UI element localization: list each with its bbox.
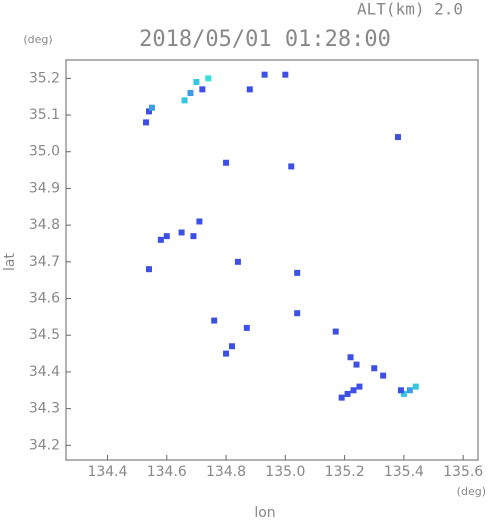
echo-point	[353, 361, 360, 368]
y-tick-label: 34.6	[29, 291, 60, 307]
echo-point	[193, 79, 200, 86]
echo-point	[294, 310, 301, 317]
x-tick-label: 134.4	[87, 464, 127, 480]
echo-point	[181, 97, 188, 104]
x-tick-label: 134.8	[206, 464, 246, 480]
echo-point	[199, 86, 206, 93]
x-unit: (deg)	[457, 485, 486, 498]
echo-point	[338, 394, 345, 401]
echo-point	[380, 372, 387, 379]
echo-point	[234, 258, 241, 265]
echo-point	[178, 229, 185, 236]
echo-point	[371, 365, 378, 372]
y-tick-label: 34.8	[29, 217, 60, 233]
echo-point	[145, 108, 152, 115]
y-tick-label: 34.9	[29, 180, 60, 196]
x-label: lon	[254, 505, 275, 521]
echo-point	[356, 383, 363, 390]
subtitle: ALT(km) 2.0	[357, 0, 463, 19]
echo-point	[187, 90, 194, 97]
echo-point	[246, 86, 253, 93]
echo-point	[282, 71, 289, 78]
echo-point	[332, 328, 339, 335]
echo-point	[143, 119, 150, 126]
echo-point	[223, 350, 230, 357]
y-label: lat	[2, 253, 18, 271]
echo-point	[288, 163, 295, 170]
y-tick-label: 34.3	[29, 401, 60, 417]
chart-title: 2018/05/01 01:28:00	[139, 27, 391, 52]
echo-point	[294, 269, 301, 276]
y-tick-label: 35.2	[29, 70, 60, 86]
x-tick-label: 134.6	[147, 464, 187, 480]
echo-point	[196, 218, 203, 225]
y-tick-label: 35.0	[29, 144, 60, 160]
echo-point	[344, 390, 351, 397]
echo-point	[350, 387, 357, 394]
echo-point	[406, 387, 413, 394]
echo-point	[394, 134, 401, 141]
echo-point	[400, 390, 407, 397]
echo-point	[223, 159, 230, 166]
echo-point	[211, 317, 218, 324]
echo-point	[157, 236, 164, 243]
x-tick-label: 135.0	[265, 464, 305, 480]
echo-point	[397, 387, 404, 394]
echo-point	[243, 324, 250, 331]
echo-point	[148, 104, 155, 111]
echo-point	[228, 343, 235, 350]
x-tick-label: 135.4	[384, 464, 424, 480]
echo-point	[347, 354, 354, 361]
y-tick-label: 34.4	[29, 364, 60, 380]
echo-point	[261, 71, 268, 78]
x-tick-label: 135.6	[443, 464, 483, 480]
echo-point	[163, 233, 170, 240]
x-tick-label: 135.2	[325, 464, 365, 480]
echo-point	[205, 75, 212, 82]
echo-point	[412, 383, 419, 390]
plot-frame	[65, 59, 479, 461]
echo-point	[145, 266, 152, 273]
y-tick-label: 34.5	[29, 327, 60, 343]
y-tick-label: 34.7	[29, 254, 60, 270]
echo-point	[190, 233, 197, 240]
y-unit: (deg)	[23, 33, 52, 46]
y-tick-label: 35.1	[29, 107, 60, 123]
y-tick-label: 34.2	[29, 437, 60, 453]
